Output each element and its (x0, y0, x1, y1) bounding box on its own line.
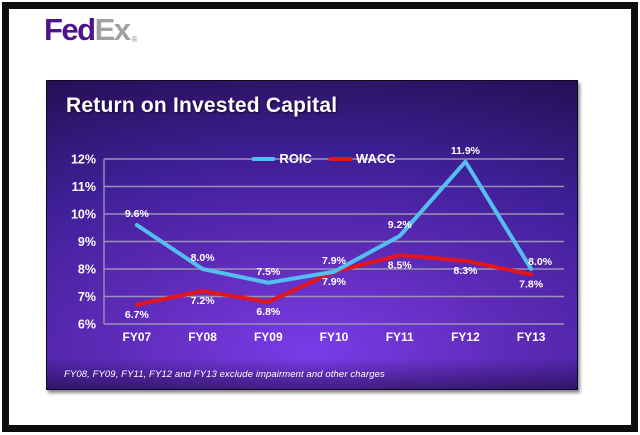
x-tick-FY10: FY10 (320, 330, 349, 344)
roic-label-FY11: 9.2% (388, 219, 413, 231)
page-title: Return on Invested Capital (66, 94, 338, 117)
y-tick-10%: 10% (71, 208, 96, 222)
roic-wacc-line-chart: 6% 7% 8% 9% 10% 11% 12% FY07 FY08 FY09 FY10 FY11 FY1… (71, 145, 564, 344)
x-tick-FY13: FY13 (517, 330, 546, 344)
y-tick-6%: 6% (78, 318, 96, 332)
y-tick-12%: 12% (71, 153, 96, 167)
legend-label-wacc: WACC (355, 151, 396, 166)
roic-label-FY13: 8.0% (528, 256, 553, 268)
registered-mark: ® (131, 35, 138, 44)
x-tick-FY08: FY08 (188, 330, 217, 344)
y-tick-7%: 7% (78, 290, 96, 304)
wacc-label-FY12: 8.3% (453, 265, 478, 277)
roic-line (134, 159, 534, 285)
x-tick-FY12: FY12 (451, 330, 480, 344)
x-tick-FY09: FY09 (254, 330, 283, 344)
legend-item-wacc: WACC (327, 151, 396, 166)
x-tick-FY07: FY07 (123, 330, 152, 344)
roic-label-FY07: 9.6% (125, 208, 150, 220)
wacc-label-FY09: 6.8% (256, 306, 281, 318)
wacc-label-FY08: 7.2% (191, 295, 216, 307)
y-tick-9%: 9% (78, 235, 96, 249)
legend-label-roic: ROIC (279, 151, 312, 166)
fedex-logo-ex: Ex (94, 12, 131, 47)
wacc-line-swatch (327, 156, 352, 161)
wacc-label-FY13: 7.8% (519, 279, 544, 291)
y-tick-11%: 11% (72, 180, 96, 194)
wacc-label-FY10: 7.9% (322, 276, 347, 288)
chart-footnote: FY08, FY09, FY11, FY12 and FY13 exclude … (64, 369, 385, 380)
wacc-label-FY07: 6.7% (125, 309, 150, 321)
fedex-logo: FedEx ® (44, 14, 137, 45)
roic-label-FY12: 11.9% (451, 145, 481, 157)
roic-label-FY10: 7.9% (322, 255, 347, 267)
roic-label-FY08: 8.0% (191, 252, 216, 264)
chart-legend: ROIC WACC (251, 151, 396, 166)
roic-label-FY09: 7.5% (256, 266, 281, 278)
x-tick-FY11: FY11 (386, 330, 414, 344)
slide-canvas: Return on Invested Capital 6% 7% 8% 9% 10% 11… (46, 80, 578, 390)
roic-line-swatch (251, 156, 276, 161)
legend-item-roic: ROIC (251, 151, 312, 166)
y-tick-8%: 8% (78, 263, 96, 277)
wacc-label-FY11: 8.5% (388, 259, 413, 271)
fedex-logo-fed: Fed (44, 12, 96, 47)
